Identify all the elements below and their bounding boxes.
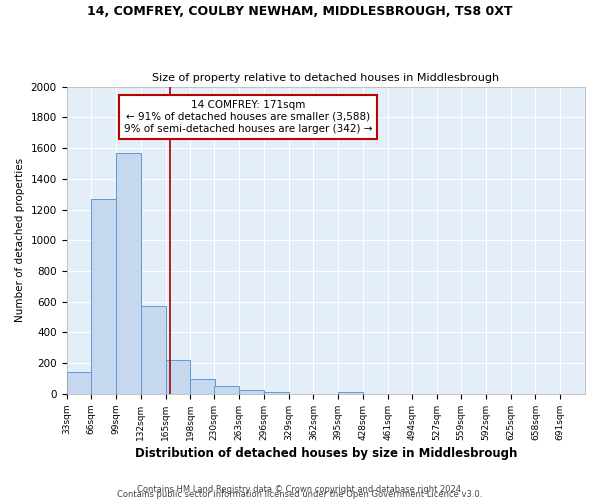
Text: Contains HM Land Registry data © Crown copyright and database right 2024.: Contains HM Land Registry data © Crown c… <box>137 484 463 494</box>
Bar <box>141 306 166 394</box>
Bar <box>67 372 91 394</box>
X-axis label: Distribution of detached houses by size in Middlesbrough: Distribution of detached houses by size … <box>134 447 517 460</box>
Bar <box>338 392 363 394</box>
Title: Size of property relative to detached houses in Middlesbrough: Size of property relative to detached ho… <box>152 73 499 83</box>
Text: Contains public sector information licensed under the Open Government Licence v3: Contains public sector information licen… <box>118 490 482 499</box>
Text: 14, COMFREY, COULBY NEWHAM, MIDDLESBROUGH, TS8 0XT: 14, COMFREY, COULBY NEWHAM, MIDDLESBROUG… <box>87 5 513 18</box>
Bar <box>214 386 239 394</box>
Bar <box>239 390 264 394</box>
Bar <box>190 378 215 394</box>
Bar <box>166 360 190 394</box>
Bar <box>264 392 289 394</box>
Bar <box>91 199 116 394</box>
Bar <box>116 152 141 394</box>
Text: 14 COMFREY: 171sqm
← 91% of detached houses are smaller (3,588)
9% of semi-detac: 14 COMFREY: 171sqm ← 91% of detached hou… <box>124 100 372 134</box>
Y-axis label: Number of detached properties: Number of detached properties <box>15 158 25 322</box>
